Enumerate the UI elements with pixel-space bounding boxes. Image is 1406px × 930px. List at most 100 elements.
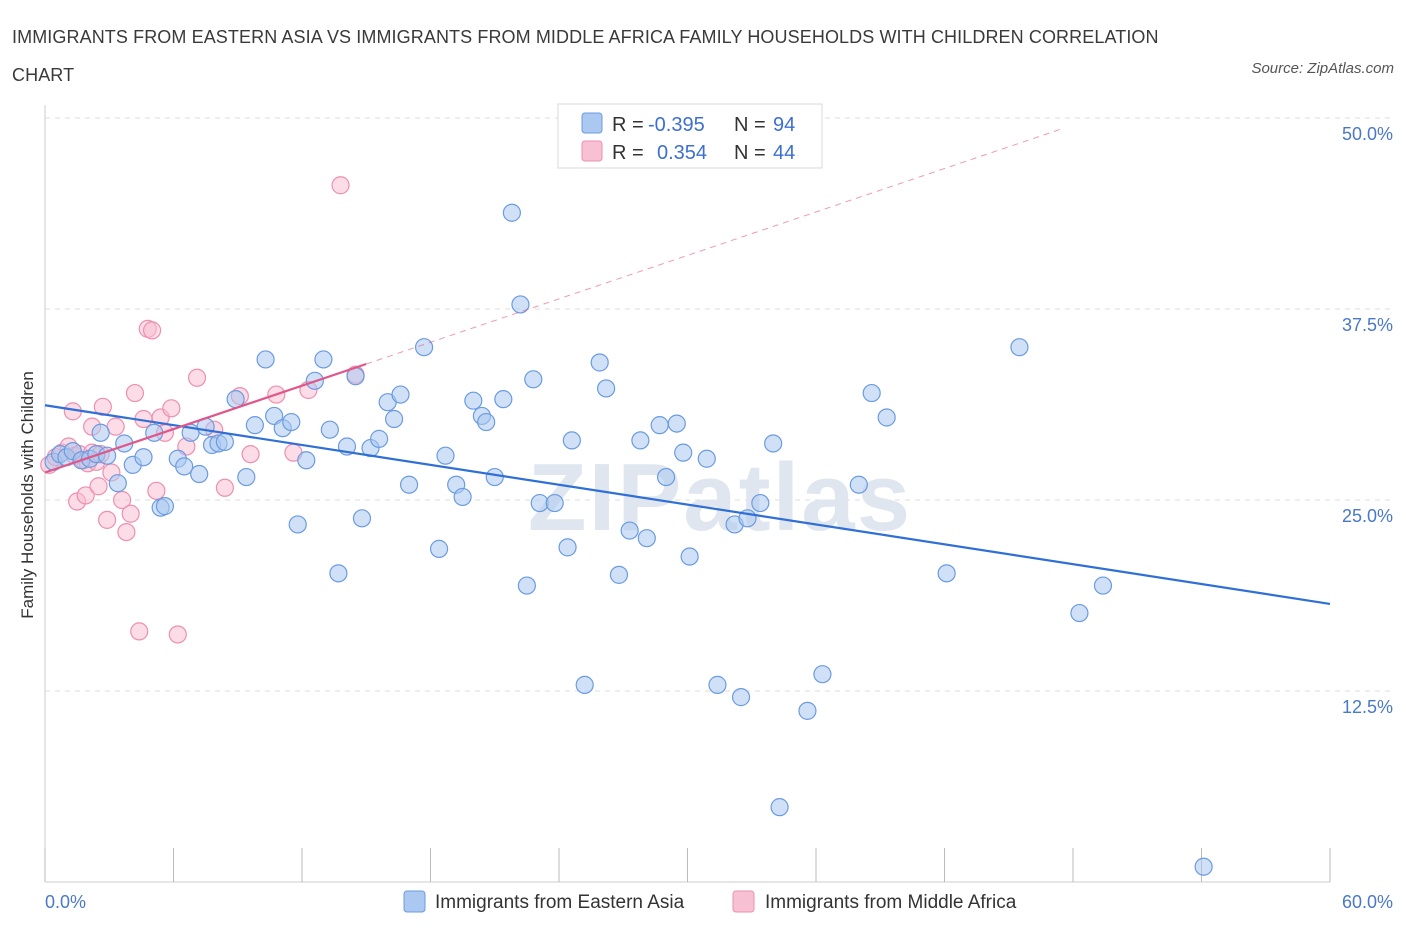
point-middle-africa-32 [168, 625, 187, 644]
series-eastern-asia [44, 203, 1213, 876]
point-eastern-asia-81 [751, 493, 770, 513]
stats-swatch-pink [581, 140, 603, 162]
y-tick-label-3: 50.0% [1342, 124, 1393, 144]
point-eastern-asia-68 [620, 521, 639, 540]
chart-title: IMMIGRANTS FROM EASTERN ASIA VS IMMIGRAN… [12, 27, 1159, 85]
point-eastern-asia-89 [937, 564, 956, 583]
point-eastern-asia-61 [545, 493, 564, 513]
point-eastern-asia-43 [384, 409, 404, 429]
point-eastern-asia-71 [650, 416, 669, 435]
point-eastern-asia-8 [98, 446, 117, 465]
point-eastern-asia-77 [708, 675, 727, 694]
legend-swatch-middle-africa [732, 890, 755, 913]
point-eastern-asia-86 [849, 475, 868, 494]
point-eastern-asia-56 [502, 203, 521, 222]
point-eastern-asia-66 [597, 379, 616, 398]
point-middle-africa-31 [162, 399, 181, 418]
point-eastern-asia-69 [631, 431, 650, 450]
tick-labels: 12.5% 25.0% 37.5% 50.0% 0.0% 60.0% [45, 124, 1393, 912]
point-eastern-asia-70 [637, 529, 656, 548]
point-eastern-asia-55 [494, 390, 513, 409]
trend-lines [44, 128, 1331, 605]
stats-r-label-2: R = [612, 142, 644, 164]
legend: Immigrants from Eastern Asia Immigrants … [403, 890, 1017, 913]
stats-n-label-2: N = [734, 142, 766, 164]
point-eastern-asia-30 [282, 412, 301, 432]
point-eastern-asia-23 [215, 432, 234, 452]
point-eastern-asia-82 [764, 434, 783, 453]
series-middle-africa [40, 176, 365, 644]
point-eastern-asia-50 [453, 487, 472, 507]
point-middle-africa-27 [142, 321, 162, 340]
point-middle-africa-15 [89, 477, 108, 496]
point-eastern-asia-39 [352, 509, 372, 528]
point-eastern-asia-7 [91, 423, 110, 442]
point-eastern-asia-54 [485, 467, 504, 487]
point-eastern-asia-93 [1194, 857, 1213, 876]
point-eastern-asia-27 [256, 350, 275, 369]
point-eastern-asia-65 [590, 353, 609, 372]
point-eastern-asia-64 [575, 675, 594, 694]
point-eastern-asia-12 [134, 448, 153, 467]
stats-r-value-1: -0.395 [648, 114, 705, 136]
point-eastern-asia-32 [297, 451, 316, 470]
point-eastern-asia-51 [464, 391, 483, 410]
point-eastern-asia-67 [609, 565, 629, 584]
point-eastern-asia-85 [813, 665, 832, 684]
point-middle-africa-36 [215, 478, 234, 497]
axes [44, 105, 1331, 883]
point-eastern-asia-72 [656, 467, 676, 487]
point-eastern-asia-53 [477, 412, 496, 432]
chart-source: Source: ZipAtlas.com [1251, 60, 1394, 77]
point-middle-africa-22 [121, 504, 140, 523]
point-eastern-asia-74 [674, 443, 693, 462]
point-eastern-asia-46 [414, 338, 434, 357]
point-eastern-asia-15 [155, 497, 175, 516]
legend-swatch-eastern-asia [403, 890, 426, 913]
point-eastern-asia-83 [770, 798, 789, 817]
point-eastern-asia-84 [798, 701, 817, 720]
point-middle-africa-13 [76, 486, 95, 505]
point-eastern-asia-17 [175, 457, 194, 476]
point-eastern-asia-87 [862, 383, 881, 403]
point-eastern-asia-31 [288, 515, 307, 534]
x-tick-label-1: 60.0% [1342, 892, 1393, 912]
point-eastern-asia-88 [877, 408, 896, 427]
point-middle-africa-24 [130, 622, 149, 641]
point-eastern-asia-26 [245, 416, 264, 435]
trend-extension-middle-africa [366, 128, 1063, 365]
y-tick-label-1: 25.0% [1342, 506, 1393, 526]
point-middle-africa-17 [98, 510, 117, 529]
point-eastern-asia-92 [1093, 576, 1113, 595]
point-eastern-asia-48 [436, 446, 455, 465]
point-eastern-asia-75 [680, 547, 699, 566]
stats-r-label-1: R = [612, 114, 644, 136]
point-eastern-asia-45 [399, 475, 419, 494]
point-middle-africa-38 [241, 445, 260, 464]
point-eastern-asia-62 [558, 538, 577, 557]
watermark: ZIPatlas [528, 444, 912, 551]
stats-n-value-1: 94 [773, 114, 795, 136]
point-eastern-asia-58 [517, 576, 536, 595]
point-eastern-asia-59 [524, 370, 543, 389]
point-eastern-asia-63 [562, 431, 581, 450]
point-eastern-asia-90 [1010, 338, 1029, 357]
point-eastern-asia-9 [108, 474, 127, 493]
point-eastern-asia-25 [237, 467, 256, 487]
point-eastern-asia-79 [731, 688, 751, 707]
point-eastern-asia-41 [370, 429, 389, 448]
point-eastern-asia-91 [1070, 603, 1089, 623]
legend-label-eastern-asia: Immigrants from Eastern Asia [435, 892, 685, 913]
point-eastern-asia-35 [320, 420, 339, 439]
y-tick-label-2: 37.5% [1342, 315, 1393, 335]
point-middle-africa-20 [112, 490, 132, 510]
y-tick-label-0: 12.5% [1342, 697, 1393, 717]
stats-n-value-2: 44 [773, 142, 795, 164]
trend-line-middle-africa [44, 362, 367, 474]
point-eastern-asia-36 [329, 564, 348, 583]
point-eastern-asia-19 [190, 464, 209, 484]
point-middle-africa-43 [331, 176, 350, 195]
point-eastern-asia-76 [697, 449, 716, 468]
stats-r-value-2: 0.354 [657, 142, 707, 164]
